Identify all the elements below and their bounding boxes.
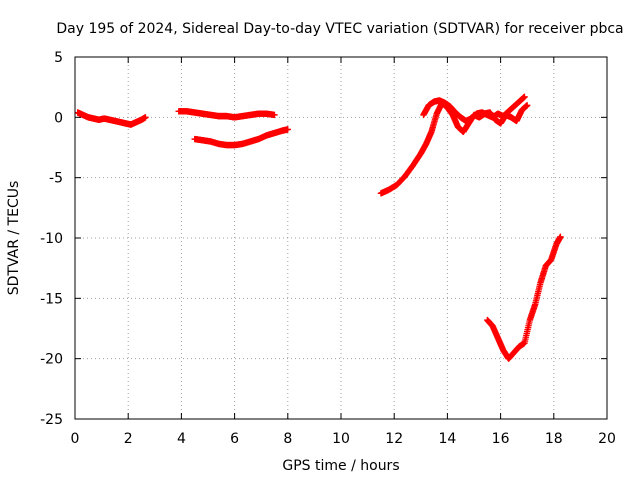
data-point — [524, 102, 531, 109]
data-point — [284, 126, 291, 133]
x-tick-label: 6 — [230, 431, 239, 447]
data-point — [271, 111, 278, 119]
series-arc-2 — [175, 108, 278, 121]
x-axis-title: GPS time / hours — [282, 458, 399, 474]
x-tick-label: 0 — [71, 431, 80, 447]
y-tick-label: -20 — [40, 352, 63, 368]
data-point — [521, 93, 528, 101]
data-marks — [74, 93, 564, 362]
series-arc-1 — [74, 109, 149, 128]
y-tick-label: 0 — [54, 110, 63, 126]
series-arc-3 — [191, 126, 291, 149]
chart-title: Day 195 of 2024, Sidereal Day-to-day VTE… — [56, 21, 623, 37]
x-tick-label: 12 — [385, 431, 403, 447]
series-arc-6 — [484, 233, 564, 362]
axis-ticks: 0 2 4 6 8 10 12 14 16 18 20 5 0 -5 -10 -15 -20 -25 — [40, 50, 616, 447]
data-point — [557, 233, 564, 240]
x-tick-label: 2 — [124, 431, 133, 447]
x-tick-label: 18 — [545, 431, 563, 447]
y-tick-label: -10 — [40, 231, 63, 247]
y-tick-label: -5 — [49, 171, 63, 187]
x-tick-label: 10 — [332, 431, 350, 447]
y-tick-label: 5 — [54, 50, 63, 66]
x-tick-label: 16 — [492, 431, 510, 447]
data-point — [142, 114, 149, 121]
x-tick-label: 8 — [283, 431, 292, 447]
grid-lines — [75, 57, 607, 419]
y-tick-label: -15 — [40, 291, 63, 307]
series-arc-5 — [420, 93, 528, 125]
x-tick-label: 4 — [177, 431, 186, 447]
x-tick-label: 20 — [598, 431, 616, 447]
y-tick-label: -25 — [40, 412, 63, 428]
y-axis-title: SDTVAR / TECUs — [6, 181, 22, 296]
x-tick-label: 14 — [438, 431, 456, 447]
